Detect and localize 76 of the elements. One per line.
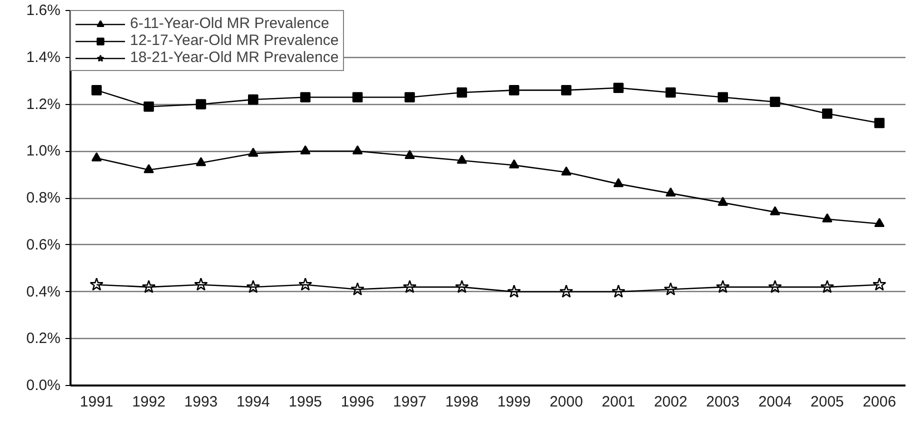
point (559, 284, 574, 298)
point (404, 92, 415, 102)
point (718, 196, 728, 206)
point (144, 164, 154, 174)
legend-label: 18-21-Year-Old MR Prevalence (130, 49, 339, 66)
x-tick-label: 1999 (497, 394, 531, 410)
legend-label: 6-11-Year-Old MR Prevalence (130, 15, 330, 32)
x-tick-label: 1997 (393, 394, 426, 410)
point (248, 148, 258, 157)
y-tick-label: 0.6% (26, 236, 61, 254)
point (456, 154, 468, 164)
x-tick-label: 2000 (550, 394, 583, 410)
point (352, 92, 363, 102)
x-tick-label: 2005 (810, 394, 844, 410)
point (298, 278, 312, 291)
point (768, 280, 782, 293)
point (872, 278, 886, 291)
point (613, 178, 624, 188)
y-tick-label: 1.4% (26, 48, 61, 66)
point (770, 96, 780, 108)
point (144, 101, 154, 112)
point (455, 280, 469, 293)
point (874, 218, 885, 228)
point (770, 206, 780, 216)
y-tick-label: 1.0% (26, 142, 61, 160)
point (248, 94, 258, 105)
point (90, 278, 104, 291)
point (718, 92, 728, 102)
point (196, 157, 206, 166)
point (507, 284, 521, 298)
point (561, 166, 572, 176)
point (300, 145, 310, 154)
point (612, 284, 626, 298)
point (91, 152, 102, 162)
point (874, 118, 885, 128)
point (613, 82, 624, 93)
point (822, 213, 832, 222)
point (300, 92, 310, 102)
point (402, 280, 417, 293)
x-tick-label: 1992 (132, 394, 166, 410)
x-tick-label: 2002 (654, 394, 688, 410)
point (820, 280, 834, 293)
x-tick-label: 1998 (445, 394, 479, 410)
point (246, 280, 260, 293)
point (561, 85, 572, 96)
point (194, 278, 208, 291)
point (350, 282, 364, 296)
x-tick-label: 1995 (288, 394, 322, 410)
point (352, 145, 363, 154)
x-tick-label: 1994 (236, 394, 270, 410)
x-tick-label: 1993 (184, 394, 218, 410)
y-tick-label: 1.2% (26, 96, 61, 113)
point (456, 87, 468, 98)
point (196, 99, 206, 110)
x-tick-label: 2001 (602, 394, 636, 410)
x-tick-label: 2006 (862, 394, 896, 410)
x-tick-label: 2003 (706, 394, 740, 410)
point (508, 159, 520, 168)
y-tick-label: 1.6% (26, 2, 61, 19)
y-tick-label: 0.2% (26, 330, 61, 348)
x-tick-label: 1991 (80, 394, 114, 410)
y-tick-label: 0.0% (26, 377, 61, 394)
point (404, 150, 415, 160)
point (664, 282, 678, 296)
point (666, 87, 676, 98)
point (822, 108, 832, 119)
point (91, 85, 102, 96)
point (142, 280, 156, 293)
legend-label: 12-17-Year-Old MR Prevalence (130, 32, 339, 49)
y-tick-label: 0.8% (26, 190, 61, 206)
x-tick-label: 1996 (340, 394, 374, 410)
point (508, 85, 520, 96)
y-tick-label: 0.4% (26, 283, 61, 300)
point (666, 187, 676, 197)
x-tick-label: 2004 (758, 394, 792, 410)
point (716, 280, 730, 293)
